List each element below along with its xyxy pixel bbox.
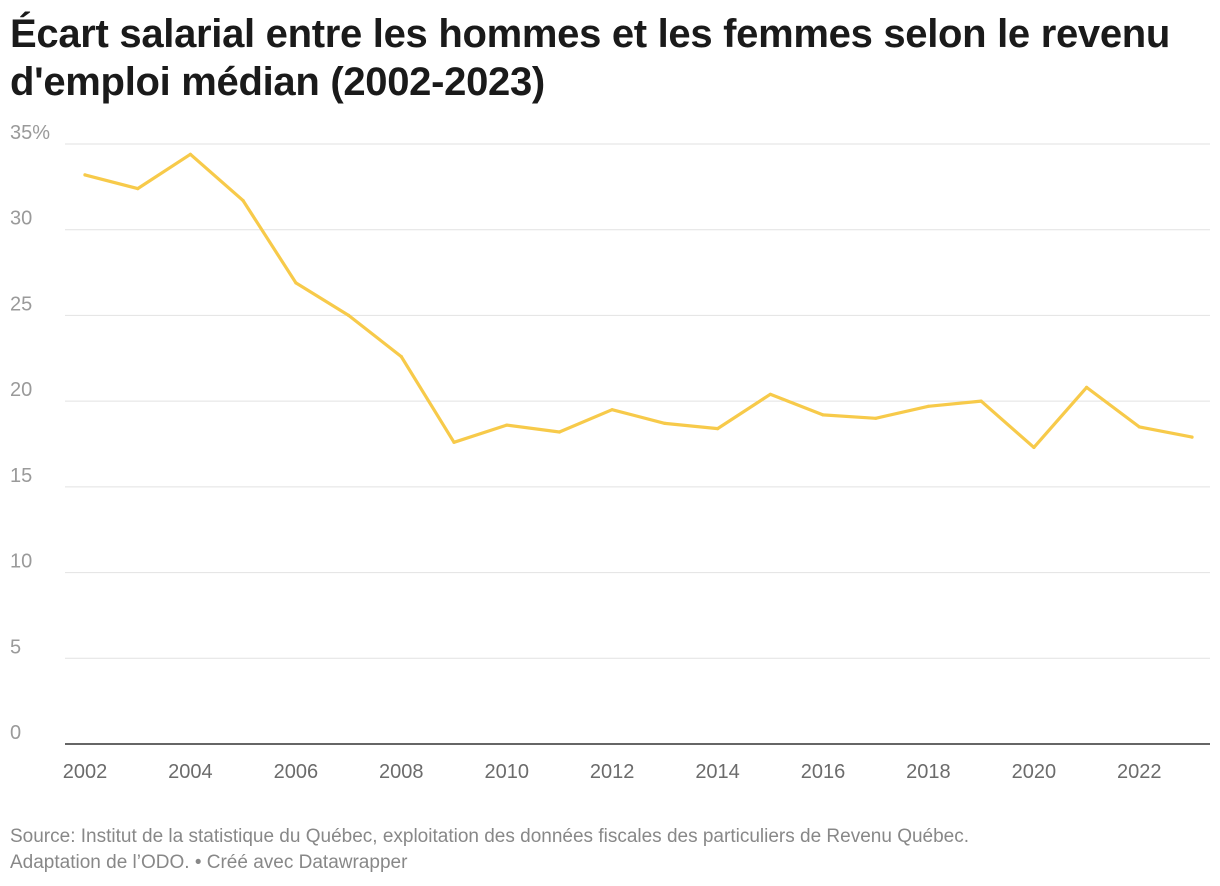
x-tick-label-2012: 2012 [590, 761, 635, 783]
y-tick-label-35: 35% [10, 122, 50, 144]
data-point-2020 [1032, 445, 1036, 449]
data-point-2010 [505, 423, 509, 427]
chart-title: Écart salarial entre les hommes et les f… [10, 12, 1171, 104]
x-tick-label-2022: 2022 [1117, 761, 1162, 783]
y-tick-label-20: 20 [10, 379, 32, 401]
data-point-2005 [241, 199, 245, 203]
x-tick-label-2018: 2018 [906, 761, 951, 783]
data-point-2007 [347, 313, 351, 317]
data-point-2013 [663, 421, 667, 425]
data-point-2015 [768, 392, 772, 396]
data-point-2008 [399, 355, 403, 359]
y-tick-label-0: 0 [10, 722, 21, 744]
y-tick-label-10: 10 [10, 551, 32, 573]
y-tick-label-5: 5 [10, 636, 21, 658]
source-note: Source: Institut de la statistique du Qu… [10, 826, 970, 847]
series-line-0 [83, 152, 1194, 449]
x-tick-label-2010: 2010 [484, 761, 529, 783]
x-tick-label-2006: 2006 [274, 761, 319, 783]
x-axis-ticks: 2002 2004 2006 2008 2010 2012 2014 2016 2018 2020… [63, 761, 1162, 783]
data-point-2003 [136, 187, 140, 191]
data-point-2019 [979, 399, 983, 403]
data-point-2023 [1190, 435, 1194, 439]
data-point-2021 [1085, 385, 1089, 389]
x-tick-label-2016: 2016 [801, 761, 846, 783]
data-point-2011 [557, 430, 562, 434]
data-point-2009 [452, 440, 456, 444]
x-tick-label-2020: 2020 [1012, 761, 1057, 783]
data-point-2012 [610, 408, 614, 412]
data-point-2014 [716, 427, 720, 431]
data-point-2002 [83, 173, 87, 177]
credit-note: Adaptation de l’ODO. • Créé avec Datawra… [10, 852, 408, 873]
y-tick-label-30: 30 [10, 208, 32, 230]
data-point-2022 [1137, 425, 1141, 429]
data-point-2004 [188, 152, 192, 156]
y-tick-label-15: 15 [10, 465, 32, 487]
gridlines [65, 143, 1210, 659]
y-axis-ticks: 0 5 10 15 20 25 30 35% [10, 122, 50, 744]
x-tick-label-2002: 2002 [63, 761, 108, 783]
x-tick-label-2014: 2014 [695, 761, 740, 783]
y-tick-label-25: 25 [10, 293, 32, 315]
data-point-2018 [926, 404, 931, 408]
data-point-2016 [821, 413, 825, 417]
x-tick-label-2008: 2008 [379, 761, 424, 783]
series-layer [83, 152, 1194, 449]
x-tick-label-2004: 2004 [168, 761, 213, 783]
data-point-2006 [294, 281, 298, 285]
data-point-2017 [874, 416, 878, 420]
chart-footer: Source: Institut de la statistique du Qu… [10, 824, 1200, 876]
